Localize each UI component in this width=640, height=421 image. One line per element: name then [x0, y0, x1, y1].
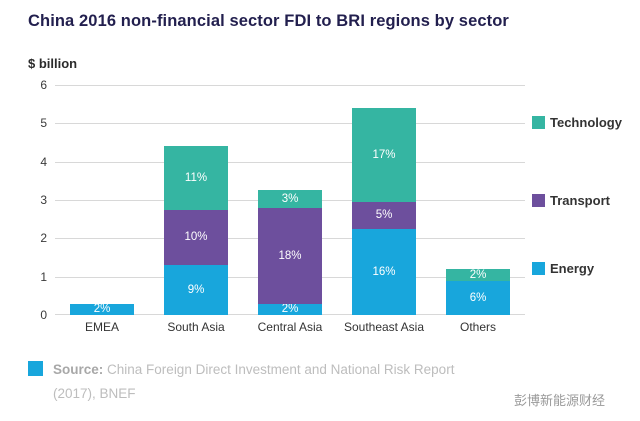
bar-segment-energy: 2% — [258, 303, 322, 315]
source-label: Source: — [53, 362, 104, 377]
x-tick-label: South Asia — [167, 320, 225, 334]
gridline — [55, 85, 525, 86]
source-body: China Foreign Direct Investment and Nati… — [53, 362, 455, 401]
legend-swatch-icon — [532, 194, 545, 207]
y-tick-label: 2 — [40, 231, 47, 246]
y-tick-label: 5 — [40, 116, 47, 131]
legend-item-transport: Transport — [532, 193, 610, 208]
x-tick-label: Others — [459, 320, 496, 334]
bar-segment-energy: 9% — [164, 265, 228, 315]
legend-swatch-icon — [532, 116, 545, 129]
x-tick-label: Central Asia — [257, 320, 323, 334]
x-tick-label: EMEA — [84, 320, 119, 334]
chart-legend: Technology Transport Energy — [532, 85, 637, 315]
bar-segment-transport: 18% — [258, 207, 322, 304]
y-tick-label: 1 — [40, 269, 47, 284]
y-tick-label: 0 — [40, 308, 47, 322]
chart-title: China 2016 non-financial sector FDI to B… — [28, 12, 509, 30]
legend-item-technology: Technology — [532, 115, 622, 130]
bar-others: 6% 2% — [446, 85, 510, 315]
plot-area: 0 1 2 3 4 5 6 2% 9% 10% 11% 2% 18% 3% 16% 5% 17% 6% 2% — [40, 78, 525, 322]
legend-label: Transport — [550, 193, 610, 208]
bar-segment-transport: 5% — [352, 201, 416, 229]
bar-segment-technology: 17% — [352, 108, 416, 202]
gridline — [55, 123, 525, 125]
bar-segment-technology: 3% — [258, 190, 322, 208]
y-axis-unit-label: $ billion — [28, 56, 78, 71]
bar-south-asia: 9% 10% 11% — [164, 85, 228, 315]
legend-swatch-icon — [532, 262, 545, 275]
legend-label: Technology — [550, 115, 622, 130]
y-tick-label: 6 — [40, 78, 47, 92]
source-bullet-icon — [28, 361, 43, 376]
bar-segment-energy: 6% — [446, 280, 510, 315]
bar-central-asia: 2% 18% 3% — [258, 85, 322, 315]
legend-item-energy: Energy — [532, 261, 594, 276]
y-tick-label: 4 — [40, 154, 47, 169]
bar-segment-energy: 16% — [352, 228, 416, 315]
watermark: 彭博新能源财经 — [513, 393, 605, 408]
x-tick-label: Southeast Asia — [343, 320, 425, 334]
bar-emea: 2% — [70, 85, 134, 315]
gridline — [55, 161, 525, 163]
y-tick-label: 3 — [40, 193, 47, 207]
bar-southeast-asia: 16% 5% 17% — [352, 85, 416, 315]
source-note: Source: China Foreign Direct Investment … — [28, 358, 498, 406]
bar-segment-energy: 2% — [70, 303, 134, 315]
legend-label: Energy — [550, 261, 595, 276]
x-axis-labels: EMEA South Asia Central Asia Southeast Asia… — [55, 320, 525, 338]
bar-segment-technology: 11% — [164, 146, 228, 210]
bar-segment-technology: 2% — [446, 269, 510, 281]
bar-segment-transport: 10% — [164, 209, 228, 266]
